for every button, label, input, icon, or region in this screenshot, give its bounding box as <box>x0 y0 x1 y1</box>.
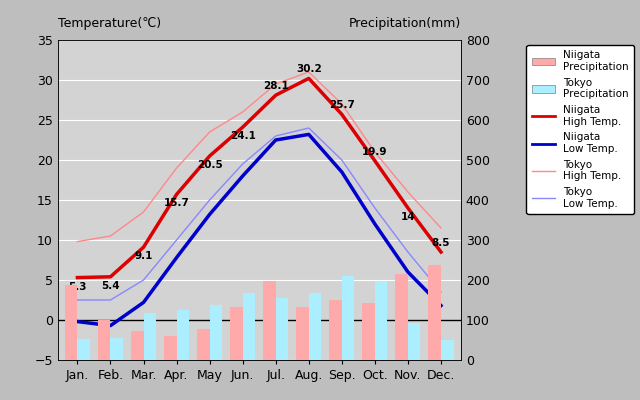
Bar <box>396 274 408 360</box>
Bar <box>375 281 387 360</box>
Bar <box>77 339 90 360</box>
Bar <box>296 307 308 360</box>
Legend: Niigata
Precipitation, Tokyo
Precipitation, Niigata
High Temp., Niigata
Low Temp: Niigata Precipitation, Tokyo Precipitati… <box>527 45 634 214</box>
Text: 25.7: 25.7 <box>329 100 355 110</box>
Bar <box>428 265 441 360</box>
Text: 15.7: 15.7 <box>164 198 189 208</box>
Bar <box>177 310 189 360</box>
Bar <box>197 329 210 360</box>
Bar <box>65 285 77 360</box>
Bar <box>131 331 143 360</box>
Text: 8.5: 8.5 <box>432 238 450 248</box>
Text: 19.9: 19.9 <box>362 147 388 157</box>
Bar <box>362 303 375 360</box>
Bar <box>408 323 420 360</box>
Text: 5.3: 5.3 <box>68 282 86 292</box>
Bar <box>329 300 342 360</box>
Bar <box>210 305 222 360</box>
Text: 20.5: 20.5 <box>196 160 223 170</box>
Text: 28.1: 28.1 <box>263 81 289 91</box>
Text: 5.4: 5.4 <box>101 281 120 291</box>
Bar <box>98 320 111 360</box>
Bar <box>143 313 156 360</box>
Bar <box>342 276 355 360</box>
Bar <box>263 281 276 360</box>
Text: Temperature(℃): Temperature(℃) <box>58 17 161 30</box>
Text: 30.2: 30.2 <box>296 64 322 74</box>
Text: 24.1: 24.1 <box>230 131 255 141</box>
Bar <box>230 307 243 360</box>
Text: 14: 14 <box>401 212 415 222</box>
Bar <box>308 293 321 360</box>
Text: 9.1: 9.1 <box>134 251 153 261</box>
Bar <box>441 340 454 360</box>
Bar <box>243 293 255 360</box>
Bar <box>164 336 177 360</box>
Text: Precipitation(mm): Precipitation(mm) <box>349 17 461 30</box>
Bar <box>111 338 123 360</box>
Bar <box>276 298 288 360</box>
